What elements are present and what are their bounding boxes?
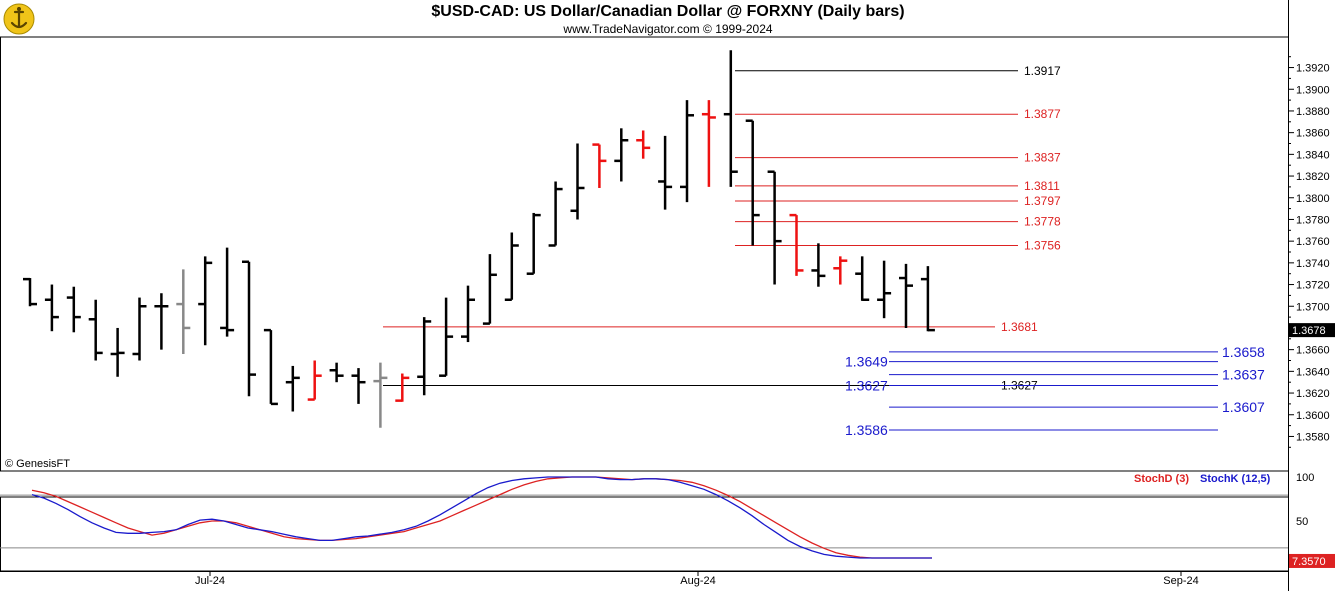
ohlc-bar <box>44 284 59 332</box>
ohlc-bar <box>285 365 300 412</box>
stoch-series-line <box>31 476 932 559</box>
ohlc-bar <box>570 143 585 220</box>
price-tick-label: 1.3580 <box>1296 431 1330 443</box>
ohlc-bars <box>23 50 935 428</box>
price-tick-label: 1.3780 <box>1296 214 1330 226</box>
ohlc-bar <box>767 170 782 285</box>
ohlc-bar <box>701 100 716 187</box>
ohlc-bar <box>833 256 848 285</box>
ohlc-bar <box>439 297 454 377</box>
date-axis: Jul-24 Aug-24 Sep-24 <box>0 571 1288 587</box>
blue-level-label: 1.3607 <box>1222 399 1265 415</box>
price-tick-label: 1.3880 <box>1296 106 1330 118</box>
ohlc-bar <box>614 128 629 182</box>
stoch-last-box <box>1289 553 1335 568</box>
ohlc-bar <box>920 266 935 332</box>
stoch-tick-label: 50 <box>1296 516 1308 528</box>
price-tick-label: 1.3760 <box>1296 236 1330 248</box>
ohlc-bar <box>723 50 738 187</box>
ohlc-bar <box>636 130 651 159</box>
ohlc-bar <box>592 143 607 188</box>
ohlc-bar <box>373 362 388 428</box>
ohlc-bar <box>548 181 563 247</box>
ohlc-bar <box>307 360 322 401</box>
blue-level-label: 1.3637 <box>1222 367 1265 383</box>
red-level-label: 1.3811 <box>1024 179 1060 193</box>
red-level-label: 1.3797 <box>1024 194 1061 208</box>
legend-stochd: StochD (3) <box>1134 473 1189 485</box>
price-axis: 1.3920 1.3900 1.3880 1.3860 1.3840 1.3820 1.38… <box>1288 56 1335 448</box>
price-tick-label: 1.3660 <box>1296 345 1330 357</box>
ohlc-bar <box>745 119 760 246</box>
price-tick-label: 1.3720 <box>1296 280 1330 292</box>
red-level-label: 1.3778 <box>1024 215 1061 229</box>
black-level-label: 1.3917 <box>1024 64 1061 78</box>
price-tick-label: 1.3800 <box>1296 193 1330 205</box>
red-level-label: 1.3837 <box>1024 151 1061 165</box>
ohlc-bar <box>242 260 256 397</box>
price-tick-label: 1.3640 <box>1296 366 1330 378</box>
price-tick-label: 1.3740 <box>1296 258 1330 270</box>
ohlc-bar <box>154 293 169 350</box>
price-panel <box>0 0 1289 591</box>
ohlc-bar <box>110 327 125 377</box>
ohlc-bar <box>789 213 804 276</box>
price-tick-label: 1.3920 <box>1296 63 1330 75</box>
red-level-label: 1.3877 <box>1024 107 1061 121</box>
price-tick-label: 1.3860 <box>1296 128 1330 140</box>
stoch-last-label: 7.3570 <box>1292 556 1326 568</box>
ohlc-bar <box>198 256 213 346</box>
chart-title: $USD-CAD: US Dollar/Canadian Dollar @ FO… <box>431 3 905 20</box>
ohlc-bar <box>351 368 366 404</box>
price-tick-label: 1.3900 <box>1296 84 1330 96</box>
ohlc-bar <box>899 263 913 328</box>
blue-level-label: 1.3658 <box>1222 344 1265 360</box>
red-level-label: 1.3756 <box>1024 238 1061 252</box>
ohlc-bar <box>526 212 541 275</box>
blue-level-label: 1.3627 <box>845 377 888 393</box>
price-tick-label: 1.3620 <box>1296 388 1330 400</box>
price-tick-label: 1.3840 <box>1296 149 1330 161</box>
ohlc-bar <box>66 286 81 333</box>
ohlc-bar <box>88 299 103 361</box>
price-tick-label: 1.3700 <box>1296 301 1330 313</box>
ohlc-bar <box>680 100 694 203</box>
ohlc-bar <box>263 328 278 406</box>
ohlc-bar <box>176 269 191 354</box>
stochastic-panel: 100 50 7.3570 <box>0 472 1335 568</box>
legend-stochk: StochK (12,5) <box>1200 473 1271 485</box>
price-tick-label: 1.3820 <box>1296 171 1330 183</box>
ohlc-bar <box>877 260 892 319</box>
ohlc-bar <box>132 297 147 361</box>
ohlc-bar <box>220 247 235 337</box>
date-tick-label: Aug-24 <box>680 575 715 587</box>
ohlc-bar <box>504 232 519 301</box>
price-tick-label: 1.3600 <box>1296 410 1330 422</box>
ohlc-bar <box>658 135 673 210</box>
price-panel-border <box>0 36 1289 472</box>
watermark: © GenesisFT <box>5 458 70 470</box>
last-price-box <box>1289 323 1335 338</box>
chart-subtitle: www.TradeNavigator.com © 1999-2024 <box>563 22 773 36</box>
stoch-series-line <box>31 476 932 559</box>
blue-level-label: 1.3649 <box>845 354 888 370</box>
ohlc-bar <box>395 373 410 402</box>
blue-level-label: 1.3586 <box>845 422 888 438</box>
stoch-panel-border <box>0 496 1289 572</box>
ohlc-bar <box>23 277 37 307</box>
ohlc-bar <box>855 256 870 301</box>
red-level-label: 1.3681 <box>1001 320 1038 334</box>
ohlc-bar <box>417 317 432 396</box>
date-tick-label: Sep-24 <box>1163 575 1198 587</box>
trade-navigator-logo-icon <box>3 3 35 35</box>
stoch-tick-label: 100 <box>1296 472 1314 484</box>
last-price-label: 1.3678 <box>1292 325 1326 337</box>
ohlc-bar <box>482 254 497 325</box>
date-tick-label: Jul-24 <box>195 575 225 587</box>
ohlc-bar <box>811 243 826 287</box>
ohlc-bar <box>329 362 344 383</box>
ohlc-bar <box>461 285 475 343</box>
